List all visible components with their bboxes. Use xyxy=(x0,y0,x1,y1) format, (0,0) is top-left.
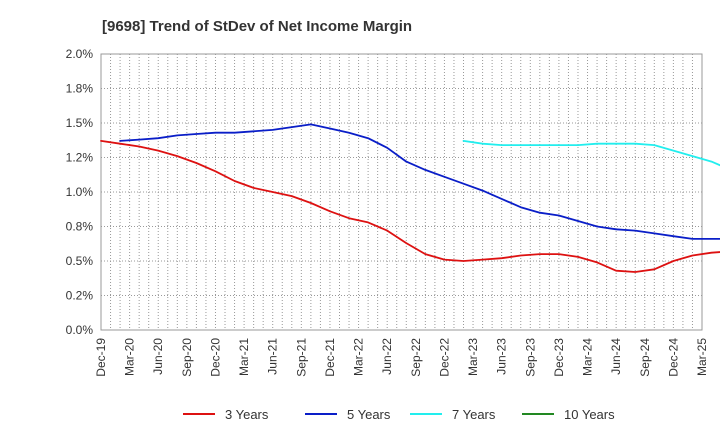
x-tick-label: Jun-22 xyxy=(380,338,394,375)
legend-label: 7 Years xyxy=(452,407,496,422)
series-line-3 xyxy=(462,140,720,167)
y-tick-label: 1.8% xyxy=(66,82,94,96)
x-tick-label: Dec-22 xyxy=(437,338,451,377)
x-tick-label: Sep-23 xyxy=(523,338,537,377)
x-tick-label: Dec-20 xyxy=(208,338,222,377)
y-tick-label: 1.5% xyxy=(66,116,94,130)
x-axis: Dec-19 Mar-20 Jun-20 Sep-20 Dec-20 Mar-21 Jun-… xyxy=(94,338,709,377)
legend-label: 5 Years xyxy=(347,407,391,422)
x-tick-label: Mar-20 xyxy=(123,338,137,376)
y-tick-label: 2.0% xyxy=(66,47,94,61)
x-tick-label: Sep-21 xyxy=(294,338,308,377)
x-tick-label: Dec-21 xyxy=(323,338,337,377)
series-line-1 xyxy=(100,140,720,273)
x-tick-label: Sep-24 xyxy=(638,338,652,377)
x-tick-label: Jun-24 xyxy=(609,338,623,375)
series-line-2 xyxy=(119,123,720,240)
x-tick-label: Jun-20 xyxy=(151,338,165,375)
series-lines xyxy=(100,123,720,273)
y-tick-label: 0.0% xyxy=(66,323,94,337)
legend-label: 3 Years xyxy=(225,407,269,422)
chart-title: [9698] Trend of StDev of Net Income Marg… xyxy=(102,18,412,35)
y-axis: 0.0% 0.2% 0.5% 0.8% 1.0% 1.2% 1.5% 1.8% 2.0% xyxy=(66,47,94,337)
plot-area xyxy=(100,53,703,331)
legend: 3 Years 5 Years 7 Years 10 Years xyxy=(183,407,615,422)
x-tick-label: Jun-23 xyxy=(495,338,509,375)
legend-label: 10 Years xyxy=(564,407,615,422)
y-tick-label: 0.8% xyxy=(66,220,94,234)
y-tick-label: 1.2% xyxy=(66,151,94,165)
x-tick-label: Mar-21 xyxy=(237,338,251,376)
x-tick-label: Mar-25 xyxy=(695,338,709,376)
y-tick-label: 0.2% xyxy=(66,289,94,303)
x-tick-label: Dec-24 xyxy=(666,338,680,377)
x-tick-label: Dec-19 xyxy=(94,338,108,377)
x-tick-label: Sep-20 xyxy=(180,338,194,377)
x-tick-label: Jun-21 xyxy=(266,338,280,375)
x-tick-label: Mar-22 xyxy=(352,338,366,376)
y-tick-label: 1.0% xyxy=(66,185,94,199)
x-tick-label: Dec-23 xyxy=(552,338,566,377)
x-tick-label: Mar-23 xyxy=(466,338,480,376)
x-tick-label: Sep-22 xyxy=(409,338,423,377)
x-tick-label: Mar-24 xyxy=(581,338,595,376)
y-tick-label: 0.5% xyxy=(66,254,94,268)
